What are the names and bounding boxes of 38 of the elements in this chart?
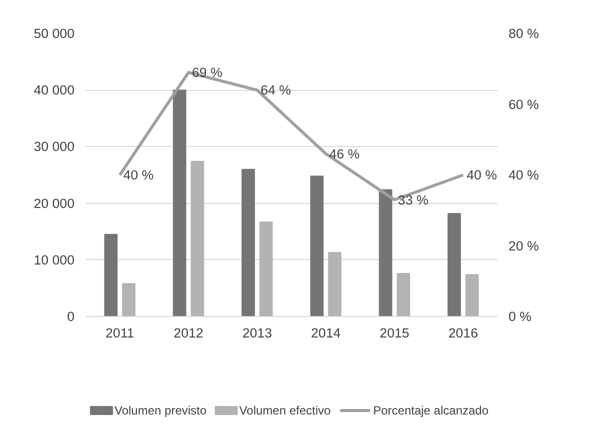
x-tick-label: 2016: [448, 326, 478, 340]
data-label: 33 %: [398, 192, 428, 208]
y-tick-label: 40 000: [34, 82, 74, 98]
legend-label: Porcentaje alcanzado: [373, 404, 489, 418]
bar: [465, 274, 479, 316]
data-label: 40 %: [466, 168, 498, 182]
y-tick-label: 50 000: [34, 26, 74, 41]
data-label: 64 %: [260, 82, 292, 98]
bar: [310, 176, 324, 316]
x-tick-label: 2012: [174, 326, 204, 340]
bar: [328, 252, 342, 316]
x-tick-label: 2011: [106, 326, 134, 340]
y-tick-label: 20 000: [34, 196, 74, 211]
legend-label: Volumen efectivo: [239, 404, 332, 418]
y2-tick-label: 80 %: [508, 26, 540, 41]
y2-tick-label: 40 %: [508, 168, 540, 182]
bar: [378, 189, 392, 316]
bar: [172, 90, 186, 316]
x-tick-label: 2015: [380, 326, 410, 340]
bar: [242, 168, 255, 316]
bar: [448, 212, 461, 316]
bar: [259, 221, 273, 316]
y2-tick-label: 20 %: [508, 238, 540, 254]
y2-tick-label: 0 %: [508, 309, 532, 324]
y-tick-label: 0: [67, 309, 75, 324]
y2-tick-label: 60 %: [508, 96, 540, 112]
y-tick-label: 30 000: [34, 139, 74, 154]
data-label: 46 %: [329, 146, 360, 162]
x-tick-label: 2013: [242, 326, 272, 340]
y-tick-label: 10 000: [34, 252, 74, 268]
bar: [104, 234, 118, 316]
bar: [122, 283, 136, 316]
data-label: 69 %: [192, 64, 222, 80]
bar: [190, 160, 204, 316]
x-tick-label: 2014: [311, 326, 342, 340]
data-label: 40 %: [123, 168, 154, 182]
legend-label: Volumen previsto: [114, 404, 207, 418]
bar: [396, 272, 410, 316]
